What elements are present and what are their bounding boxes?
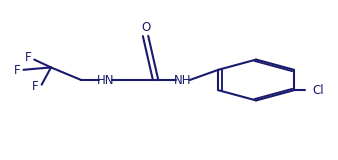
Text: F: F: [32, 80, 39, 93]
Text: F: F: [14, 64, 21, 77]
Text: O: O: [141, 21, 150, 34]
Text: Cl: Cl: [312, 84, 323, 97]
Text: NH: NH: [174, 73, 191, 87]
Text: HN: HN: [97, 73, 114, 87]
Text: F: F: [25, 52, 31, 64]
